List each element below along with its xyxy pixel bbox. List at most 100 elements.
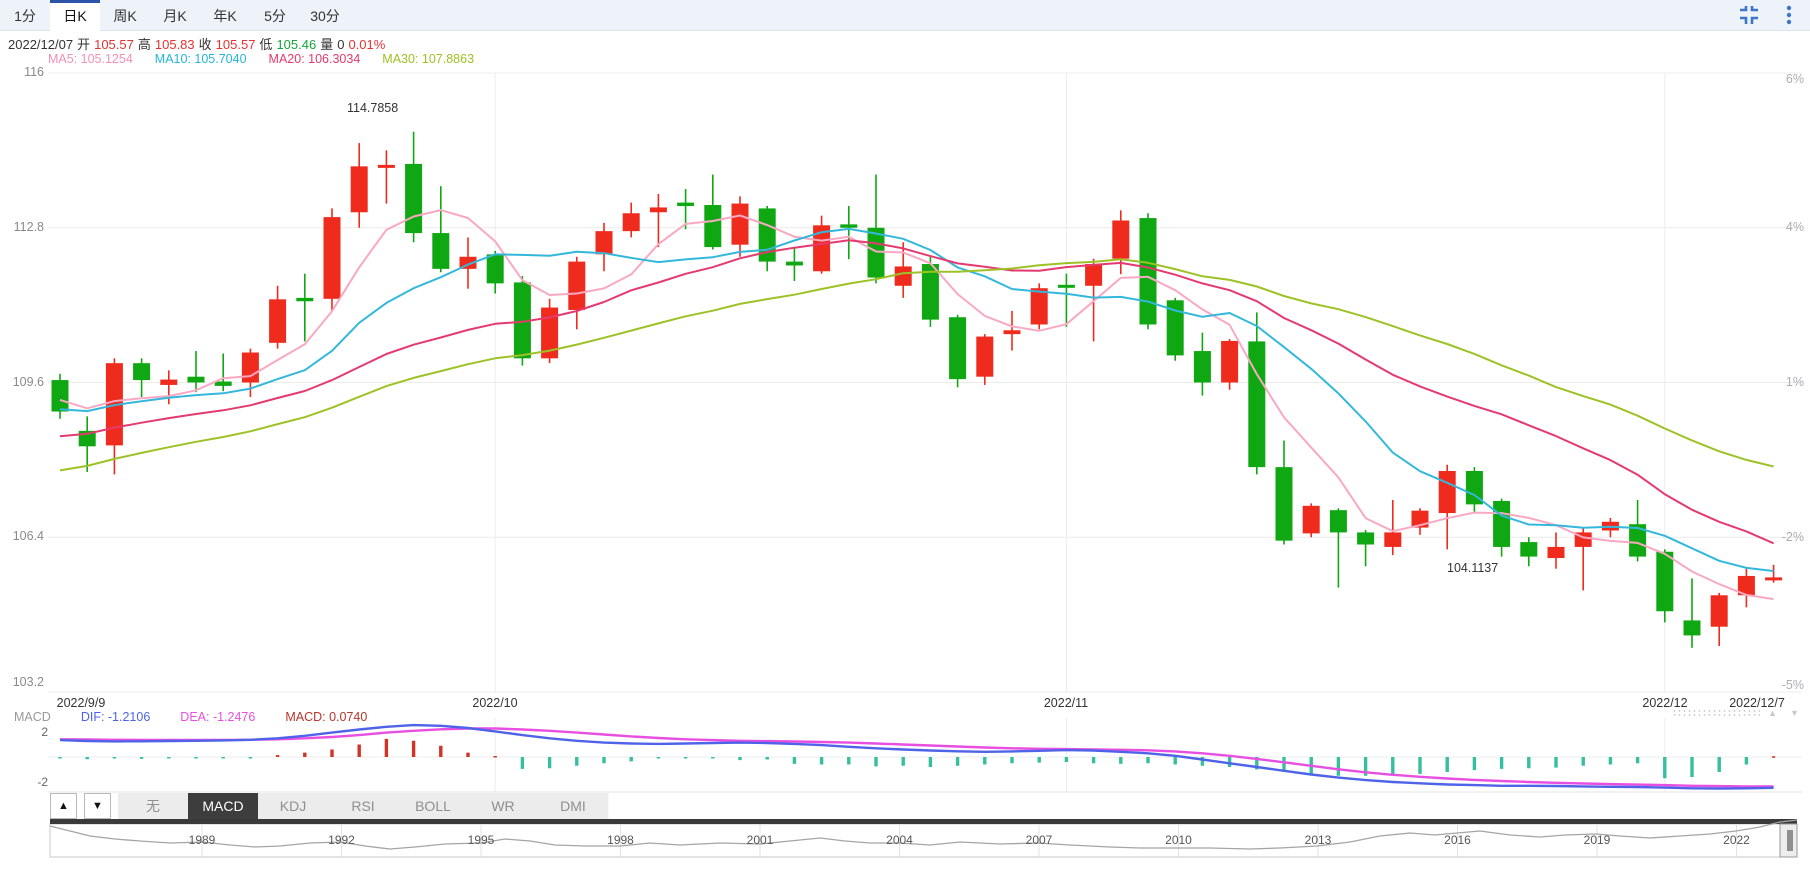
pane-up-button[interactable]: ▲: [50, 793, 77, 819]
candle[interactable]: [1003, 310, 1021, 351]
candle[interactable]: [731, 196, 749, 257]
candle[interactable]: [1302, 503, 1320, 538]
field-value: 105.46: [276, 37, 317, 52]
candle[interactable]: [1166, 297, 1184, 361]
macd-hist-bar: [847, 757, 851, 765]
macd-hist-bar: [167, 757, 171, 759]
candle[interactable]: [704, 174, 722, 250]
macd-hist-bar: [711, 757, 715, 759]
candle[interactable]: [296, 273, 314, 342]
macd-hist-bar: [1744, 757, 1749, 765]
macd-hist-bar: [1336, 757, 1341, 776]
candle[interactable]: [1629, 500, 1647, 562]
candle[interactable]: [432, 186, 450, 273]
candle[interactable]: [1683, 578, 1701, 648]
axis-scroll-dots[interactable]: [1672, 709, 1760, 718]
indicator-tab-RSI[interactable]: RSI: [328, 793, 399, 819]
pane-down-button[interactable]: ▼: [84, 793, 111, 819]
macd-hist-bar: [520, 757, 525, 769]
tab-30分[interactable]: 30分: [310, 8, 340, 24]
candle[interactable]: [51, 373, 69, 419]
candle[interactable]: [1710, 592, 1728, 647]
tab-5分[interactable]: 5分: [264, 8, 286, 24]
indicator-tab-DMI[interactable]: DMI: [538, 793, 609, 819]
macd-hist-bar: [303, 752, 307, 757]
candle[interactable]: [1248, 312, 1266, 475]
macd-hist-bar: [112, 757, 117, 759]
macd-hist-bar: [792, 757, 797, 764]
macd-hist-bar: [1635, 757, 1640, 764]
tab-月K[interactable]: 月K: [163, 8, 187, 24]
macd-hist-bar: [928, 757, 933, 767]
candle[interactable]: [187, 351, 205, 393]
indicator-tab-KDJ[interactable]: KDJ: [258, 793, 329, 819]
tab-日K[interactable]: 日K: [50, 0, 100, 33]
candle[interactable]: [350, 143, 368, 228]
candle[interactable]: [949, 314, 967, 388]
macd-hist-bar: [1554, 757, 1558, 768]
candle[interactable]: [758, 205, 776, 272]
kebab-menu-icon[interactable]: [1786, 5, 1792, 25]
candle[interactable]: [1329, 508, 1347, 588]
macd-hist-bar: [330, 749, 334, 757]
candle[interactable]: [377, 150, 395, 204]
macd-hist-bar: [221, 757, 225, 759]
tab-年K[interactable]: 年K: [213, 8, 237, 24]
macd-hist-bar: [1363, 757, 1368, 776]
candle[interactable]: [1438, 464, 1456, 550]
candle[interactable]: [486, 250, 504, 294]
candle[interactable]: [785, 247, 803, 281]
candle[interactable]: [840, 205, 858, 260]
candle[interactable]: [1193, 332, 1211, 396]
candle[interactable]: [323, 208, 341, 311]
candle[interactable]: [677, 189, 695, 230]
candle[interactable]: [1139, 213, 1157, 330]
macd-hist-bar: [602, 757, 606, 764]
candle[interactable]: [1384, 500, 1402, 556]
field-label: 收: [198, 37, 212, 52]
macd-hist-bar: [1391, 757, 1395, 776]
candle[interactable]: [1520, 537, 1538, 567]
candle[interactable]: [214, 353, 232, 392]
candle[interactable]: [1357, 529, 1375, 567]
macd-hist-bar: [656, 757, 661, 759]
field-label: 低: [259, 37, 273, 52]
tab-1分[interactable]: 1分: [14, 8, 36, 24]
ma-values-row: MA5: 105.1254 MA10: 105.7040 MA20: 106.303…: [48, 52, 496, 67]
candle[interactable]: [1275, 440, 1293, 545]
axis-scroll-up-icon[interactable]: ▲: [1768, 708, 1777, 718]
tab-周K[interactable]: 周K: [113, 8, 137, 24]
candle[interactable]: [867, 174, 885, 284]
candle[interactable]: [1493, 498, 1511, 557]
candle[interactable]: [541, 298, 559, 364]
candle[interactable]: [1221, 338, 1239, 390]
indicator-tab-MACD[interactable]: MACD: [188, 793, 259, 819]
candle[interactable]: [1547, 532, 1565, 569]
candle[interactable]: [1465, 467, 1483, 514]
indicator-tab-BOLL[interactable]: BOLL: [398, 793, 469, 819]
axis-scroll-down-icon[interactable]: ▼: [1790, 708, 1799, 718]
macd-hist-bar: [1037, 757, 1041, 763]
macd-value: DIF: -1.2106: [80, 710, 151, 724]
indicator-tab-WR[interactable]: WR: [468, 793, 539, 819]
candle[interactable]: [405, 131, 423, 243]
collapse-icon[interactable]: [1738, 5, 1760, 25]
macd-hist-bar: [575, 757, 579, 766]
candle[interactable]: [921, 256, 939, 327]
candle[interactable]: [1737, 568, 1755, 608]
indicator-tab-无[interactable]: 无: [118, 793, 189, 819]
candle[interactable]: [649, 193, 667, 248]
candle[interactable]: [1765, 564, 1783, 583]
candle[interactable]: [269, 285, 287, 349]
candle[interactable]: [133, 358, 151, 398]
candle[interactable]: [622, 202, 640, 238]
candle[interactable]: [1656, 549, 1674, 623]
candle[interactable]: [1411, 508, 1429, 535]
candle[interactable]: [1057, 273, 1075, 327]
ma-line-ma30: [59, 258, 1774, 472]
timeline-navigator[interactable]: [49, 819, 1798, 858]
navigator-range-handle[interactable]: [1779, 823, 1798, 858]
candle[interactable]: [976, 334, 994, 385]
candle[interactable]: [595, 222, 613, 272]
macd-info-row: MACD DIF: -1.2106 DEA: -1.2476 MACD: 0.0740: [14, 710, 397, 724]
